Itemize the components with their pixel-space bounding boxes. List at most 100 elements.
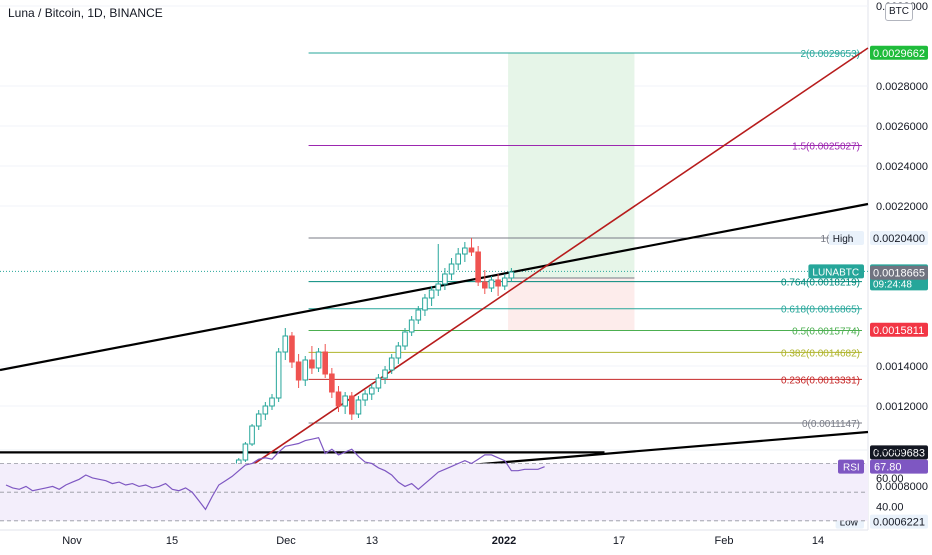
price-label-box: [870, 445, 928, 460]
candle: [275, 348, 282, 402]
candle-body: [242, 443, 249, 461]
candle: [468, 238, 475, 256]
fib-level-label: 0.382(0.0014682): [781, 348, 860, 359]
candle-body: [388, 357, 395, 371]
time-axis-tick: 13: [366, 535, 378, 547]
candle-body: [408, 319, 415, 333]
time-axis-tick: 17: [613, 535, 625, 547]
candle-body: [402, 331, 408, 347]
price-tag-box: [828, 231, 864, 245]
price-tag-label: Low: [840, 518, 859, 529]
candle-body: [289, 335, 295, 363]
candle-body: [395, 345, 402, 359]
price-label: 0.0015811: [873, 325, 924, 337]
candle: [408, 316, 415, 336]
price-label: 0.0018665: [873, 268, 925, 280]
price-label: 0.0009683: [873, 447, 925, 459]
fib-level-label: 0.764(0.0018219): [781, 278, 860, 289]
price-label-box: [870, 45, 928, 60]
candle-body: [315, 351, 322, 369]
candle: [309, 346, 315, 374]
candle: [282, 328, 289, 360]
candle-body: [335, 391, 342, 407]
candle-body: [275, 351, 282, 399]
candle-body: [462, 247, 468, 255]
candle-body: [508, 271, 515, 279]
candle-body: [269, 397, 275, 407]
price-label-box: [870, 231, 928, 245]
candle: [242, 442, 249, 462]
price-axis-tick: 0.0028000: [876, 81, 928, 93]
price-label: 0.0020400: [873, 233, 925, 245]
upper-trendline: [0, 202, 869, 372]
rsi-axis-tick: 40.00: [876, 502, 904, 514]
candle-body: [295, 361, 302, 381]
candle: [315, 348, 322, 372]
candle-body: [501, 277, 508, 287]
candle: [329, 368, 335, 398]
candle-body: [422, 297, 428, 311]
price-axis-tick: 0.0026000: [876, 121, 928, 133]
candle-body: [428, 289, 435, 299]
candle: [322, 344, 328, 378]
candle-body: [355, 399, 362, 415]
candle-body: [375, 377, 382, 389]
candle: [335, 386, 342, 412]
price-label: 0.0006221: [873, 517, 925, 529]
candle-body: [468, 247, 475, 253]
fib-level-label: 0(0.0011147): [802, 419, 860, 430]
time-axis-tick: Feb: [715, 535, 734, 547]
candle: [495, 274, 501, 296]
plot-background: [0, 0, 868, 530]
currency-badge[interactable]: BTC: [885, 3, 913, 21]
fib-level-label: 0.236(0.0013331): [781, 375, 860, 386]
price-label-box: [870, 322, 928, 337]
stop-zone: [508, 278, 635, 330]
candle-body: [249, 425, 255, 445]
price-axis-tick: 0.0022000: [876, 201, 928, 213]
rsi-axis-tick: 80.00: [876, 444, 904, 456]
candle: [482, 270, 488, 294]
candle-body: [362, 393, 368, 401]
candle-body: [455, 253, 461, 265]
candle: [428, 286, 435, 306]
candle-body: [282, 335, 289, 353]
candle: [508, 268, 515, 282]
candle-body: [475, 251, 481, 283]
candle: [382, 366, 388, 384]
candle-body: [435, 283, 442, 291]
candle: [488, 276, 495, 292]
price-tag-label: LUNABTC: [812, 267, 859, 278]
candle: [295, 354, 302, 388]
candle: [375, 374, 382, 392]
rsi-line: [5, 437, 545, 511]
candle: [462, 242, 468, 262]
candle: [455, 248, 461, 270]
candle-body: [309, 359, 315, 369]
price-label-box: [870, 265, 928, 280]
candle: [501, 274, 508, 290]
candle: [475, 246, 481, 286]
price-axis-tick: 0.0012000: [876, 401, 928, 413]
candle: [302, 356, 309, 386]
candle: [342, 392, 348, 414]
price-tag-box: [808, 264, 864, 279]
candle-body: [262, 405, 269, 415]
time-axis-tick: Dec: [276, 535, 296, 547]
candle: [415, 306, 422, 324]
candle: [355, 396, 362, 418]
rsi-value-label: 67.80: [874, 462, 902, 474]
target-zone: [508, 52, 635, 279]
candle-body: [495, 279, 501, 287]
chart-title: Luna / Bitcoin, 1D, BINANCE: [8, 6, 163, 20]
candle-body: [415, 309, 422, 321]
fib-level-label: 2(0.0029653): [801, 49, 861, 60]
candle: [442, 268, 448, 290]
fib-level-label: 0.5(0.0015774): [792, 327, 860, 338]
rsi-axis-tick: 60.00: [876, 473, 904, 485]
price-axis-tick: 0.0008000: [876, 481, 928, 493]
candle: [255, 410, 262, 430]
time-axis-tick: Nov: [62, 535, 82, 547]
